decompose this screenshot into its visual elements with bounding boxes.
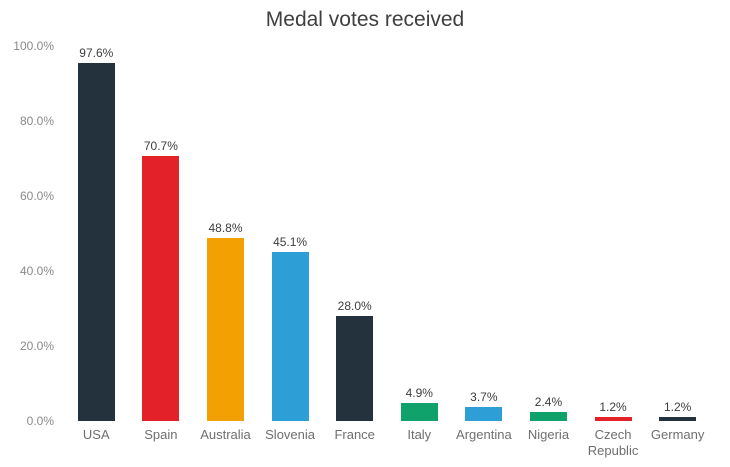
y-axis-tick: 20.0%	[19, 339, 54, 353]
y-axis: 0.0% 20.0% 40.0% 60.0% 80.0% 100.0%	[0, 39, 54, 428]
x-axis-label: Germany	[650, 427, 705, 442]
bar-column: 97.6%	[64, 46, 129, 421]
x-axis-label: Italy	[407, 427, 432, 442]
bar	[271, 251, 309, 421]
bar-value-label: 2.4%	[534, 395, 563, 409]
bar-value-label: 70.7%	[143, 138, 178, 153]
bar-column: 2.4%	[516, 46, 581, 421]
x-axis-label: Spain	[144, 427, 178, 442]
x-axis-label: Australia	[200, 427, 251, 442]
bar-value-label: 1.2%	[663, 399, 692, 414]
chart-title: Medal votes received	[265, 8, 465, 31]
bar-column: 4.9%	[387, 46, 452, 421]
x-axis-label: Argentina	[456, 427, 512, 442]
plot-columns: 97.6% 70.7% 48.8% 45.1% 28.0% 4.9% 3.7% 2.4% 1.2…	[64, 46, 710, 421]
plot-area: 97.6% 70.7% 48.8% 45.1% 28.0% 4.9% 3.7% 2.4% 1.2…	[64, 46, 710, 421]
bar-column: 70.7%	[129, 46, 194, 421]
y-axis-tick: 80.0%	[19, 114, 54, 128]
bar	[659, 416, 697, 421]
bar	[594, 416, 632, 421]
bar	[465, 407, 503, 421]
bar-column: 1.2%	[645, 46, 710, 421]
bar-value-label: 28.0%	[337, 299, 372, 313]
bar-value-label: 45.1%	[273, 234, 308, 249]
bar-value-label: 1.2%	[599, 399, 627, 414]
y-axis-tick: 40.0%	[19, 264, 54, 278]
bar	[336, 316, 374, 421]
bar	[142, 155, 180, 421]
bar	[77, 63, 115, 421]
x-axis-labels: USA Spain Australia Slovenia France Italy Arge…	[64, 427, 710, 460]
bar	[529, 412, 567, 421]
bar-column: 1.2%	[581, 46, 646, 421]
x-axis-label: Czech Republic	[587, 427, 639, 459]
x-axis-label: France	[334, 427, 375, 442]
y-axis-tick: 100.0%	[13, 39, 54, 53]
y-axis-tick: 60.0%	[19, 189, 54, 203]
bar-column: 3.7%	[452, 46, 517, 421]
bar	[400, 402, 438, 421]
bar-column: 48.8%	[193, 46, 258, 421]
x-axis-label: Nigeria	[527, 427, 570, 442]
bar-value-label: 4.9%	[405, 385, 433, 400]
x-axis-label: USA	[82, 427, 110, 442]
bar-value-label: 97.6%	[79, 46, 114, 60]
bar-column: 28.0%	[322, 46, 387, 421]
y-axis-tick: 0.0%	[26, 414, 54, 428]
x-axis-label: Slovenia	[265, 427, 316, 442]
bar-value-label: 3.7%	[470, 390, 498, 405]
bar-value-label: 48.8%	[208, 221, 243, 235]
bar-column: 45.1%	[258, 46, 323, 421]
bar	[206, 238, 244, 421]
